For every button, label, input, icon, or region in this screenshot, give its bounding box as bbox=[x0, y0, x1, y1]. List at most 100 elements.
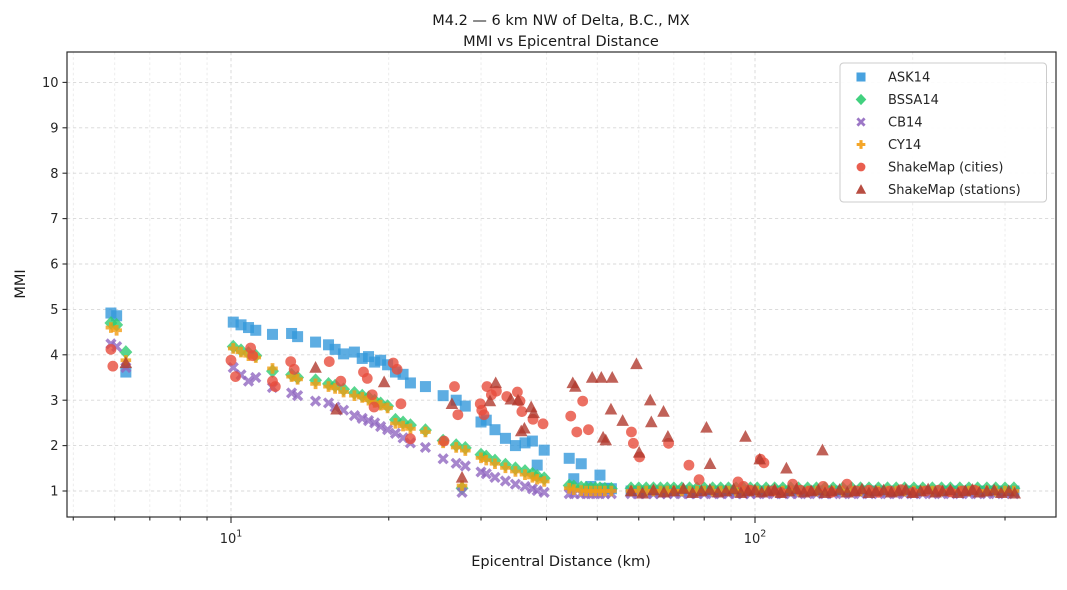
point-cy14 bbox=[356, 392, 368, 403]
point-shakemap-cities- bbox=[571, 426, 583, 438]
point-ask14 bbox=[310, 336, 322, 348]
point-shakemap-cities- bbox=[230, 371, 241, 382]
point-shakemap-stations- bbox=[703, 457, 717, 469]
point-cy14 bbox=[397, 420, 409, 432]
point-shakemap-stations- bbox=[489, 376, 502, 389]
point-shakemap-stations- bbox=[527, 406, 540, 419]
point-shakemap-cities- bbox=[565, 410, 577, 422]
legend-item-cb14: CB14 bbox=[856, 116, 923, 131]
point-shakemap-stations- bbox=[899, 483, 913, 495]
plus-legend-marker-icon bbox=[856, 140, 866, 149]
point-ask14 bbox=[286, 327, 298, 339]
point-ask14 bbox=[397, 368, 409, 380]
point-shakemap-cities- bbox=[537, 418, 549, 430]
point-cb14 bbox=[480, 468, 492, 480]
point-cy14 bbox=[329, 383, 341, 394]
point-ask14 bbox=[338, 348, 350, 360]
point-shakemap-cities- bbox=[335, 375, 347, 387]
point-shakemap-stations- bbox=[647, 483, 660, 496]
point-shakemap-cities- bbox=[105, 343, 117, 355]
point-shakemap-stations- bbox=[511, 393, 525, 406]
point-ask14 bbox=[363, 351, 375, 363]
point-cy14 bbox=[538, 476, 550, 487]
point-ask14 bbox=[437, 390, 449, 402]
point-shakemap-cities- bbox=[583, 424, 594, 436]
point-cb14 bbox=[456, 486, 468, 498]
point-shakemap-cities- bbox=[366, 389, 378, 401]
point-cy14 bbox=[111, 324, 122, 336]
point-ask14 bbox=[531, 459, 543, 471]
y-tick-label: 2 bbox=[50, 439, 58, 454]
y-tick-label: 4 bbox=[50, 348, 58, 363]
point-cb14 bbox=[309, 395, 322, 407]
point-shakemap-cities- bbox=[693, 474, 705, 486]
point-shakemap-stations- bbox=[877, 483, 890, 496]
y-axis-label: MMI bbox=[13, 269, 29, 298]
point-ask14 bbox=[499, 432, 511, 444]
series-cy14 bbox=[105, 322, 1020, 497]
point-shakemap-stations- bbox=[644, 415, 658, 428]
legend-item-cy14: CY14 bbox=[856, 138, 921, 153]
y-tick-label: 5 bbox=[50, 303, 58, 318]
point-cy14 bbox=[338, 386, 349, 398]
point-ask14 bbox=[594, 469, 606, 481]
point-shakemap-stations- bbox=[445, 397, 459, 410]
point-ask14 bbox=[292, 331, 304, 343]
point-shakemap-cities- bbox=[225, 354, 237, 366]
point-cy14 bbox=[500, 462, 511, 474]
point-shakemap-cities- bbox=[247, 350, 259, 362]
point-shakemap-cities- bbox=[452, 409, 464, 421]
point-cb14 bbox=[450, 457, 462, 469]
point-shakemap-stations- bbox=[632, 445, 646, 458]
point-cy14 bbox=[489, 458, 501, 470]
point-ask14 bbox=[526, 435, 538, 447]
point-shakemap-cities- bbox=[361, 373, 373, 384]
point-shakemap-stations- bbox=[630, 357, 643, 370]
point-shakemap-stations- bbox=[727, 482, 740, 495]
legend: ASK14 BSSA14 CB14 CY14 ShakeMap (cities) Shak… bbox=[839, 62, 1047, 203]
point-cb14 bbox=[250, 371, 262, 384]
point-shakemap-cities- bbox=[511, 386, 523, 398]
point-shakemap-stations- bbox=[780, 461, 793, 474]
point-shakemap-stations- bbox=[605, 371, 619, 383]
point-ask14 bbox=[323, 339, 335, 351]
point-ask14 bbox=[519, 437, 531, 449]
point-cy14 bbox=[292, 374, 303, 385]
point-shakemap-cities- bbox=[107, 360, 119, 372]
point-ask14 bbox=[111, 310, 123, 322]
point-shakemap-stations- bbox=[518, 421, 531, 434]
point-cb14 bbox=[519, 480, 531, 493]
point-shakemap-stations- bbox=[568, 380, 582, 392]
point-cb14 bbox=[437, 453, 449, 465]
point-shakemap-cities- bbox=[405, 433, 416, 445]
point-shakemap-stations- bbox=[703, 483, 717, 495]
point-shakemap-stations- bbox=[816, 443, 829, 456]
point-shakemap-cities- bbox=[841, 478, 853, 490]
y-tick-label: 9 bbox=[50, 121, 58, 136]
point-ask14 bbox=[250, 324, 262, 336]
triangle-legend-marker-icon bbox=[855, 184, 867, 194]
point-cy14 bbox=[390, 418, 401, 429]
point-ask14 bbox=[235, 319, 247, 331]
axes-layer: 101 102 1 2 3 4 5 6 7 8 9 10 bbox=[42, 51, 1057, 547]
chart-title: M4.2 — 6 km NW of Delta, B.C., MX bbox=[432, 13, 690, 29]
point-ask14 bbox=[575, 458, 587, 470]
point-shakemap-cities- bbox=[577, 395, 589, 407]
point-shakemap-stations- bbox=[921, 482, 935, 495]
point-shakemap-cities- bbox=[683, 459, 695, 471]
point-shakemap-cities- bbox=[438, 435, 450, 447]
point-ask14 bbox=[105, 307, 117, 319]
point-shakemap-stations- bbox=[833, 483, 846, 495]
point-cb14 bbox=[292, 390, 304, 402]
point-shakemap-stations- bbox=[377, 375, 391, 388]
point-shakemap-stations- bbox=[455, 470, 469, 483]
y-tick-label: 7 bbox=[50, 212, 58, 227]
point-shakemap-stations- bbox=[585, 371, 599, 383]
point-shakemap-stations- bbox=[748, 483, 762, 496]
point-shakemap-cities- bbox=[391, 363, 403, 375]
point-cy14 bbox=[227, 343, 239, 354]
point-shakemap-stations- bbox=[483, 394, 497, 407]
point-cb14 bbox=[509, 478, 522, 490]
point-shakemap-cities- bbox=[269, 381, 281, 392]
point-shakemap-stations- bbox=[643, 393, 657, 406]
